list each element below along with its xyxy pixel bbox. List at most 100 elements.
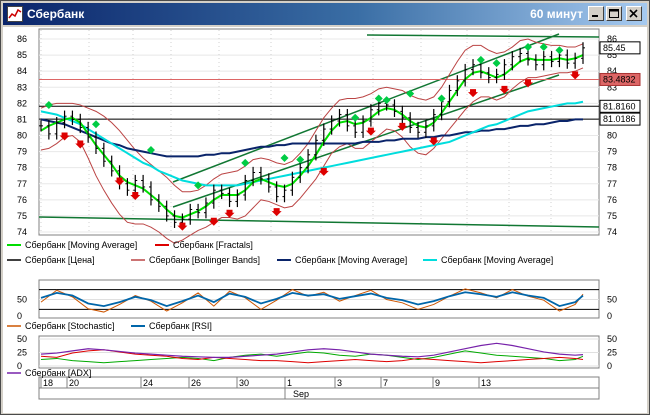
minimize-button[interactable]	[588, 6, 604, 21]
chart-canvas[interactable]: 7474757576767777787879798080818182828383…	[3, 27, 647, 413]
rsi-line	[40, 291, 584, 308]
price-bar	[156, 194, 161, 212]
price-bar	[148, 181, 153, 206]
fractal-down-marker	[208, 217, 219, 226]
price-bar	[274, 181, 279, 203]
fractal-down-marker	[397, 122, 408, 131]
price-tags: 85.45 83.4832 81.8160 81.0186	[599, 41, 641, 126]
price-bar	[408, 112, 413, 134]
fractal-up-marker	[382, 96, 391, 105]
price-bar	[196, 203, 201, 219]
window-title: Сбербанк	[27, 7, 85, 21]
price-bar	[282, 184, 287, 203]
price-bar	[290, 171, 295, 196]
price-bar	[329, 115, 334, 135]
fractal-up-marker	[374, 94, 383, 103]
date-label: 1	[287, 378, 292, 388]
oscillator-lines	[40, 288, 584, 313]
close-button[interactable]	[626, 6, 642, 21]
price-bar	[486, 67, 491, 84]
price-bar	[471, 59, 476, 76]
fractal-up-marker	[351, 113, 360, 122]
price-bar	[400, 105, 405, 124]
price-bar	[203, 197, 208, 219]
price-bar	[416, 121, 421, 138]
price-axis: 7474757576767777787879798080818182828383…	[17, 34, 617, 237]
price-tick-right: 84	[607, 66, 617, 76]
ma-slow-line	[40, 118, 583, 158]
close-icon	[629, 9, 638, 18]
price-bar	[46, 120, 51, 140]
price-bar	[510, 51, 515, 71]
legend-ma-slow: Сбербанк [Moving Average]	[295, 255, 407, 265]
fractal-down-marker	[468, 89, 479, 98]
price-tick-right: 78	[607, 163, 617, 173]
price-bar	[541, 51, 546, 71]
price-bar	[78, 113, 83, 134]
price-tick-left: 78	[17, 163, 27, 173]
price-bar	[109, 155, 114, 177]
price-tick-left: 85	[17, 50, 27, 60]
price-tick-right: 77	[607, 179, 617, 189]
price-bar	[549, 51, 554, 68]
fractal-up-marker	[241, 158, 250, 167]
price-bar	[353, 120, 358, 138]
date-label: 7	[383, 378, 388, 388]
fractal-up-marker	[280, 154, 289, 163]
fractal-up-marker	[492, 59, 501, 68]
date-label: 13	[481, 378, 491, 388]
fractal-up-marker	[44, 100, 53, 109]
fractal-up-marker	[555, 46, 564, 55]
price-bar	[62, 110, 67, 129]
fractal-up-marker	[91, 120, 100, 129]
ma-fast-line	[40, 54, 584, 219]
price-bar	[455, 75, 460, 97]
price-bar	[86, 121, 91, 143]
price-tick-right: 80	[607, 131, 617, 141]
price-bar	[219, 184, 224, 200]
price-bar	[463, 63, 468, 87]
price-bar	[70, 110, 75, 126]
level-tag-2-box	[599, 99, 641, 113]
adx-lines	[40, 342, 584, 364]
adx-tick-right: 0	[607, 361, 612, 371]
ma-mid-line	[40, 100, 584, 187]
channel-upper-line	[172, 33, 560, 183]
price-tick-right: 74	[607, 227, 617, 237]
price-tick-left: 77	[17, 179, 27, 189]
adx-axis: 0 0 25 25 50 50	[17, 334, 617, 371]
fractal-down-marker	[75, 140, 86, 149]
maximize-button[interactable]	[606, 6, 622, 21]
level-tag-3-box	[599, 112, 641, 126]
fractal-down-marker	[59, 132, 70, 141]
price-bar	[164, 200, 169, 222]
di-minus-line	[40, 349, 584, 364]
price-bar	[345, 108, 350, 132]
price-bar	[573, 52, 578, 69]
price-bar	[518, 47, 523, 63]
price-bar	[337, 108, 342, 127]
adx-tick-left: 50	[17, 334, 27, 344]
price-bar	[258, 166, 263, 185]
title-bar[interactable]: Сбербанк 60 минут	[3, 3, 647, 25]
adx-tick-left: 25	[17, 348, 27, 358]
legend-stochastic: Сбербанк [Stochastic]	[25, 321, 114, 331]
bollinger-bands	[40, 38, 584, 244]
fractal-up-marker	[194, 181, 203, 190]
price-bar	[361, 115, 366, 138]
di-plus-line	[40, 350, 584, 364]
period-label: 60 минут	[530, 7, 583, 21]
price-bar	[211, 184, 216, 209]
price-tick-left: 76	[17, 195, 27, 205]
fractal-down-marker	[570, 71, 581, 80]
level-tag-1-text: 83.4832	[603, 74, 636, 84]
price-bar	[266, 173, 271, 193]
date-label: 3	[337, 378, 342, 388]
fractal-down-marker	[130, 192, 141, 201]
price-tick-left: 83	[17, 82, 27, 92]
legend-price: Сбербанк [Moving Average] Сбербанк [Frac…	[7, 240, 553, 265]
oscillator-tick-right: 50	[607, 295, 617, 305]
last-price-tag-text: 85.45	[603, 43, 626, 53]
date-label: 30	[239, 378, 249, 388]
